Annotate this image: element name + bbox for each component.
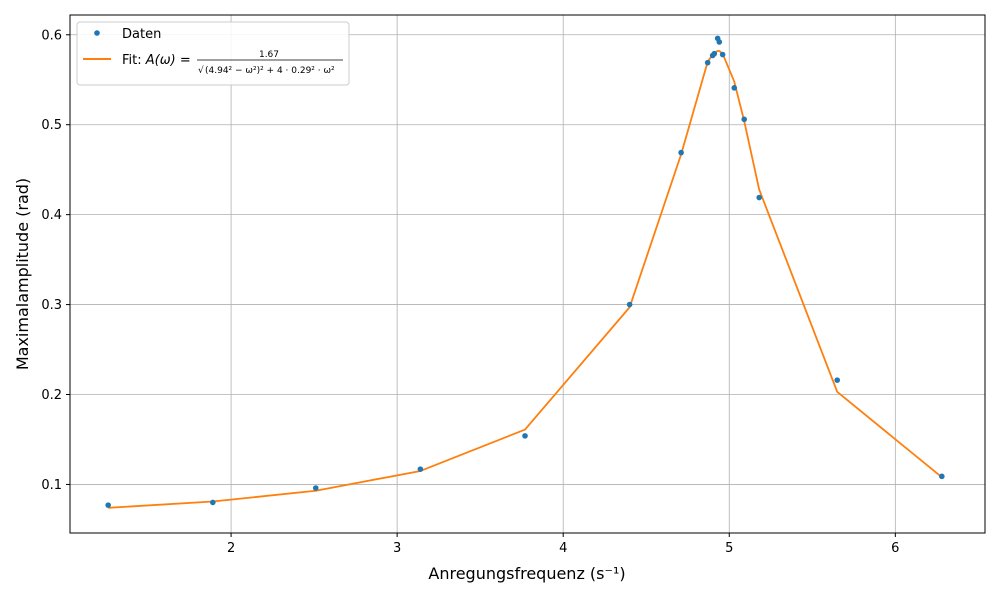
legend-fit-denominator: (4.94² − ω²)² + 4 · 0.29² · ω² — [205, 66, 335, 76]
data-point — [756, 194, 762, 201]
legend-fit-prefix: Fit: — [122, 53, 146, 68]
data-point — [731, 85, 738, 91]
data-point — [939, 473, 945, 480]
grid — [70, 15, 985, 533]
data-point — [678, 149, 684, 156]
x-tick-label: 4 — [559, 541, 567, 556]
x-tick-label: 6 — [891, 541, 899, 556]
ticks: 2 3 4 5 6 0.1 0.2 0.3 0.4 0.5 0.6 — [41, 28, 899, 556]
y-tick-label: 0.2 — [41, 388, 62, 403]
data-point — [834, 377, 841, 383]
x-tick-label: 5 — [725, 541, 733, 556]
legend-label-fit: Fit: A(ω) = — [122, 53, 191, 68]
data-point — [417, 466, 424, 472]
x-axis-label: Anregungsfrequenz (s⁻¹) — [428, 564, 625, 583]
y-tick-label: 0.1 — [41, 478, 62, 493]
legend: Daten Fit: A(ω) = 1.67 √ (4.94² − ω²)² +… — [76, 21, 350, 86]
x-tick-label: 3 — [393, 541, 401, 556]
series-layer — [105, 35, 945, 509]
data-point — [312, 485, 319, 491]
x-tick-label: 2 — [227, 541, 235, 556]
y-axis-label: Maximalamplitude (rad) — [13, 178, 32, 370]
data-point — [704, 59, 711, 66]
data-point — [105, 502, 111, 508]
y-tick-label: 0.6 — [41, 28, 62, 43]
data-point — [626, 301, 633, 308]
legend-label-daten: Daten — [122, 27, 161, 42]
legend-fit-func: A(ω) = — [145, 53, 191, 68]
legend-marker-daten — [94, 30, 100, 36]
legend-fit-numerator: 1.67 — [259, 50, 279, 60]
legend-box — [76, 21, 350, 86]
y-tick-label: 0.4 — [41, 208, 62, 223]
fit-curve — [108, 50, 943, 509]
data-point — [522, 433, 528, 439]
y-tick-label: 0.5 — [41, 118, 62, 133]
legend-sqrt-sign: √ — [198, 65, 204, 76]
y-tick-label: 0.3 — [41, 298, 62, 313]
data-point — [711, 50, 718, 57]
data-point — [210, 499, 216, 506]
plot-frame — [69, 14, 986, 534]
data-point — [716, 39, 723, 45]
data-point — [741, 116, 748, 123]
data-point — [719, 51, 726, 58]
